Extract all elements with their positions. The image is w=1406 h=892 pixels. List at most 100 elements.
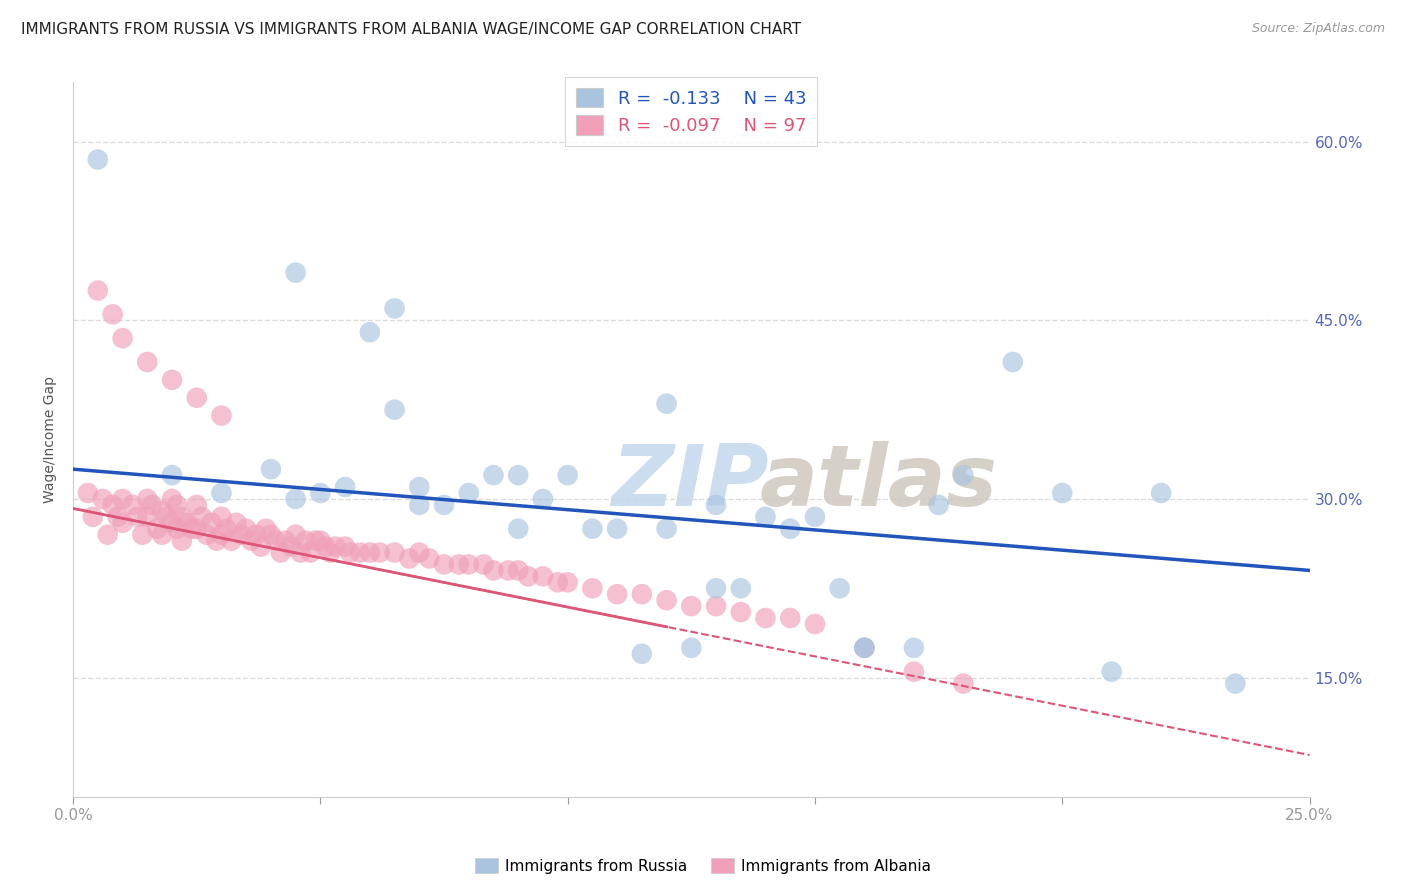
Point [333, 480, 356, 494]
Point [260, 462, 283, 476]
Point [517, 569, 540, 583]
Point [1101, 665, 1123, 679]
Point [221, 533, 243, 548]
Point [681, 599, 703, 614]
Point [160, 373, 183, 387]
Point [146, 522, 169, 536]
Point [631, 587, 654, 601]
Point [309, 486, 332, 500]
Point [359, 325, 381, 339]
Point [547, 575, 569, 590]
Point [730, 605, 752, 619]
Point [804, 617, 827, 632]
Point [274, 533, 297, 548]
Point [952, 468, 974, 483]
Point [87, 153, 110, 167]
Point [231, 527, 253, 541]
Point [127, 509, 149, 524]
Point [853, 640, 876, 655]
Point [853, 640, 876, 655]
Text: Source: ZipAtlas.com: Source: ZipAtlas.com [1251, 22, 1385, 36]
Point [304, 533, 326, 548]
Point [1150, 486, 1173, 500]
Point [111, 491, 134, 506]
Point [408, 480, 430, 494]
Point [1052, 486, 1074, 500]
Point [82, 509, 104, 524]
Point [225, 516, 247, 530]
Point [166, 498, 188, 512]
Point [290, 545, 312, 559]
Point [408, 545, 430, 559]
Point [754, 611, 776, 625]
Point [928, 498, 950, 512]
Point [180, 522, 202, 536]
Text: atlas: atlas [759, 441, 997, 524]
Point [136, 491, 159, 506]
Point [200, 516, 222, 530]
Point [160, 468, 183, 483]
Point [211, 486, 233, 500]
Point [235, 522, 257, 536]
Point [254, 522, 277, 536]
Point [77, 486, 100, 500]
Point [433, 558, 456, 572]
Point [508, 563, 530, 577]
Point [150, 527, 173, 541]
Point [280, 540, 302, 554]
Point [111, 516, 134, 530]
Point [853, 640, 876, 655]
Point [359, 545, 381, 559]
Point [349, 545, 371, 559]
Point [186, 522, 208, 536]
Point [754, 509, 776, 524]
Point [903, 640, 925, 655]
Point [97, 527, 120, 541]
Point [294, 533, 316, 548]
Point [323, 540, 346, 554]
Point [107, 509, 129, 524]
Point [170, 533, 193, 548]
Point [384, 545, 406, 559]
Text: IMMIGRANTS FROM RUSSIA VS IMMIGRANTS FROM ALBANIA WAGE/INCOME GAP CORRELATION CH: IMMIGRANTS FROM RUSSIA VS IMMIGRANTS FRO… [21, 22, 801, 37]
Point [384, 402, 406, 417]
Point [160, 516, 183, 530]
Point [704, 599, 727, 614]
Point [472, 558, 495, 572]
Point [384, 301, 406, 316]
Point [141, 498, 163, 512]
Point [101, 498, 124, 512]
Point [531, 491, 554, 506]
Point [1225, 676, 1247, 690]
Point [136, 509, 159, 524]
Point [581, 581, 603, 595]
Point [704, 581, 727, 595]
Point [482, 563, 505, 577]
Point [1001, 355, 1024, 369]
Point [186, 498, 208, 512]
Point [211, 409, 233, 423]
Point [655, 522, 678, 536]
Point [250, 540, 273, 554]
Point [779, 522, 801, 536]
Point [333, 540, 356, 554]
Point [457, 486, 479, 500]
Point [398, 551, 420, 566]
Point [190, 509, 212, 524]
Point [211, 509, 233, 524]
Point [264, 533, 287, 548]
Point [681, 640, 703, 655]
Point [339, 545, 361, 559]
Point [804, 509, 827, 524]
Point [87, 284, 110, 298]
Point [284, 491, 307, 506]
Point [952, 676, 974, 690]
Point [156, 509, 179, 524]
Point [508, 522, 530, 536]
Point [314, 540, 336, 554]
Point [828, 581, 851, 595]
Point [245, 527, 267, 541]
Text: ZIP: ZIP [612, 441, 769, 524]
Point [91, 491, 114, 506]
Point [195, 527, 218, 541]
